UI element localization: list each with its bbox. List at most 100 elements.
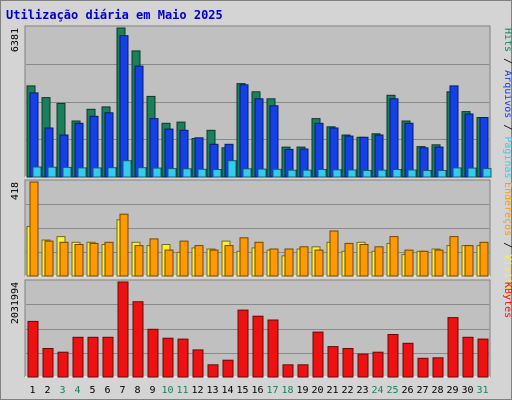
bar-kbytes-day-20 [312,331,324,378]
bar-endereços-day-29 [449,236,459,277]
bar-kbytes-day-13 [207,364,219,378]
legend-páginas: Páginas [502,136,512,178]
bar-arquivos-day-1 [29,92,39,178]
bar-arquivos-day-30 [464,113,474,178]
bar-páginas-day-31 [482,168,492,178]
bar-kbytes-day-12 [192,349,204,378]
bar-páginas-day-19 [302,169,312,178]
bar-endereços-day-18 [284,248,294,277]
bar-kbytes-day-30 [462,336,474,378]
bar-endereços-day-5 [89,242,99,277]
bar-kbytes-day-16 [252,315,264,378]
bar-páginas-day-12 [197,168,207,178]
panel-traffic-legend: Hits / Arquivos / Páginas [502,28,512,179]
bar-endereços-day-16 [254,241,264,277]
bar-endereços-day-20 [314,249,324,277]
bar-endereços-day-1 [29,181,39,277]
bar-endereços-day-14 [224,245,234,277]
bar-endereços-day-24 [374,246,384,277]
bar-páginas-day-22 [347,169,357,178]
bar-endereços-day-13 [209,249,219,277]
bar-páginas-day-18 [287,169,297,178]
bar-kbytes-day-28 [432,357,444,378]
bar-arquivos-day-31 [479,117,489,178]
bar-kbytes-day-3 [57,351,69,378]
bar-endereços-day-15 [239,237,249,277]
bar-endereços-day-10 [164,249,174,277]
x-tick-label-day-30: 30 [461,385,473,396]
x-tick-label-day-10: 10 [161,385,173,396]
bar-kbytes-day-26 [402,342,414,378]
bar-arquivos-day-25 [389,98,399,178]
bar-kbytes-day-24 [372,351,384,378]
bar-páginas-day-27 [422,170,432,178]
bar-kbytes-day-22 [342,348,354,378]
bar-páginas-day-11 [182,168,192,178]
panel-visitors-ymax-label: 418 [10,182,21,200]
bar-páginas-day-20 [317,169,327,178]
legend-endereços: Endereços [502,182,512,236]
bar-kbytes-day-21 [327,346,339,378]
bar-arquivos-day-8 [134,65,144,178]
x-tick-label-day-27: 27 [416,385,428,396]
bar-páginas-day-16 [257,168,267,178]
bar-kbytes-day-11 [177,338,189,378]
bar-kbytes-day-10 [162,337,174,378]
bar-kbytes-day-27 [417,357,429,378]
bar-kbytes-day-7 [117,281,129,378]
x-tick-label-day-28: 28 [431,385,443,396]
bar-páginas-day-25 [392,169,402,178]
bar-endereços-day-11 [179,240,189,277]
legend-hits: Hits [502,28,512,52]
bar-endereços-day-21 [329,230,339,277]
bar-kbytes-day-29 [447,317,459,378]
bar-endereços-day-3 [59,241,69,277]
x-tick-label-day-25: 25 [386,385,398,396]
bar-páginas-day-17 [272,168,282,178]
bar-endereços-day-30 [464,245,474,277]
bar-endereços-day-22 [344,242,354,277]
legend-kbytes: KBytes [502,282,512,318]
x-tick-label-day-8: 8 [134,385,140,396]
legend-separator: / [502,52,512,70]
legend-visitas: Visitas [502,254,512,296]
bar-endereços-day-8 [134,245,144,277]
x-tick-label-day-2: 2 [44,385,50,396]
x-tick-label-day-17: 17 [266,385,278,396]
x-tick-label-day-26: 26 [401,385,413,396]
bar-kbytes-day-4 [72,336,84,378]
bar-arquivos-day-17 [269,105,279,178]
bar-kbytes-day-5 [87,336,99,378]
x-tick-label-day-22: 22 [341,385,353,396]
x-tick-label-day-1: 1 [29,385,35,396]
x-tick-label-day-4: 4 [74,385,80,396]
x-tick-label-day-16: 16 [251,385,263,396]
bar-endereços-day-19 [299,246,309,277]
bar-páginas-day-23 [362,170,372,178]
bar-páginas-day-5 [92,167,102,178]
panel-kbytes-legend: KBytes [502,282,512,318]
bar-páginas-day-15 [242,168,252,178]
bar-kbytes-day-31 [477,338,489,378]
bar-endereços-day-6 [104,241,114,277]
panel-kbytes-ymax-label: 2031994 [10,282,21,324]
bar-arquivos-day-29 [449,85,459,178]
bar-páginas-day-6 [107,167,117,178]
bar-kbytes-day-2 [42,348,54,378]
bar-endereços-day-31 [479,241,489,277]
bar-páginas-day-3 [62,166,72,178]
panel-visitors-legend: Endereços / Visitas [502,182,512,296]
x-tick-label-day-5: 5 [89,385,95,396]
bar-endereços-day-23 [359,244,369,277]
bar-endereços-day-7 [119,213,129,277]
bar-páginas-day-13 [212,169,222,178]
x-tick-label-day-20: 20 [311,385,323,396]
bar-páginas-day-30 [467,167,477,178]
x-tick-label-day-9: 9 [149,385,155,396]
bar-páginas-day-26 [407,169,417,178]
bar-páginas-day-29 [452,167,462,178]
bar-páginas-day-2 [47,166,57,178]
legend-arquivos: Arquivos [502,70,512,118]
legend-separator: / [502,118,512,136]
